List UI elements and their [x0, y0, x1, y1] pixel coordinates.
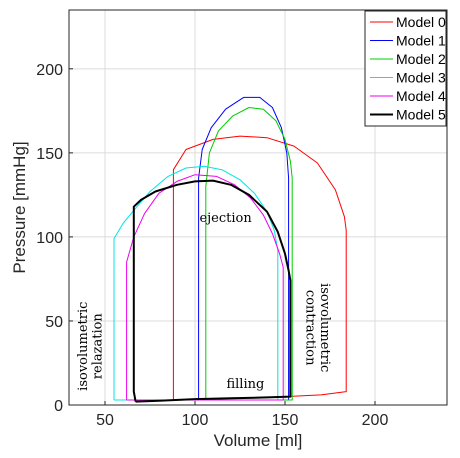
series-line-model-1: [198, 96, 290, 401]
legend-entry: Model 0: [396, 14, 446, 30]
legend-box: [364, 10, 447, 127]
ticks: 50 100 150 200 0 50 100 150 200: [36, 62, 388, 429]
y-tick-label: 200: [36, 62, 63, 79]
y-tick-label: 50: [45, 314, 63, 331]
x-tick-label: 150: [272, 412, 299, 429]
series-line-model-5: [132, 179, 292, 403]
x-tick-label: 50: [96, 412, 114, 429]
legend-entry: Model 2: [396, 51, 446, 67]
y-tick-label: 0: [54, 398, 63, 415]
series-group: [113, 96, 347, 403]
axes-box: [68, 9, 448, 406]
legend-entry: Model 3: [396, 70, 446, 86]
x-tick-label: 200: [362, 412, 389, 429]
series-line-model-2: [205, 107, 293, 401]
legend-entry: Model 5: [396, 107, 446, 123]
legend-entry: Model 1: [396, 33, 446, 49]
legend: Model 0 Model 1 Model 2 Model 3 Model 4 Model…: [364, 10, 447, 127]
annotation-label: filling: [226, 377, 264, 392]
annotation-label: contraction: [303, 290, 318, 366]
legend-entry: Model 4: [396, 88, 446, 104]
annotation-label: isovolumetric: [317, 283, 332, 372]
y-tick-label: 100: [36, 230, 63, 247]
annotation-label: isovolumetric: [76, 302, 91, 391]
annotation-label: ejection: [199, 211, 252, 226]
y-axis-label: Pressure [mmHg]: [10, 141, 29, 273]
annotation-label: relazation: [90, 313, 105, 380]
x-tick-label: 100: [182, 412, 209, 429]
x-axis-label: Volume [ml]: [214, 431, 303, 450]
y-tick-label: 150: [36, 146, 63, 163]
